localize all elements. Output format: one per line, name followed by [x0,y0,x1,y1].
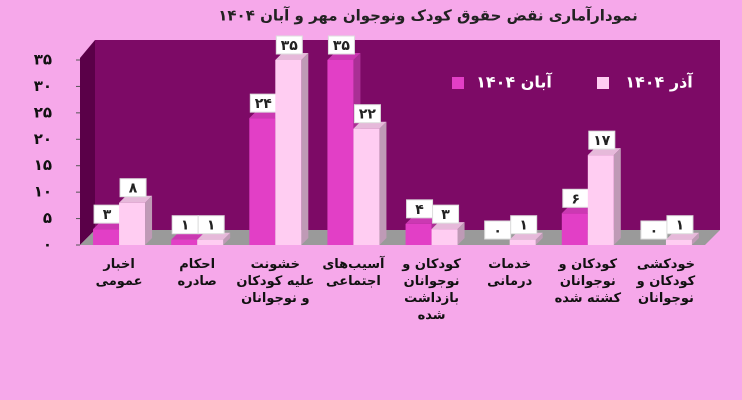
bar-front [119,202,146,245]
legend-swatch [597,77,609,89]
y-tick-label: ۱۵ [34,156,52,174]
bar-side [379,121,387,245]
bar-front [665,239,692,245]
bar [431,222,465,245]
data-label: ۴ [415,202,424,218]
x-tick-label: کودکان و نوجوانان کشته شده [554,257,622,306]
data-label: ۱ [207,218,216,234]
data-label: ۱۷ [593,133,611,149]
bar-side [457,222,465,245]
bar-top [353,121,387,129]
data-label-box [119,178,147,198]
bar-front [93,229,120,245]
floor [80,230,720,245]
bar [197,232,231,245]
data-label-box [666,215,694,235]
bar-side [691,232,699,245]
bar-front [587,155,614,245]
bar-top [119,195,153,203]
bar-top [249,111,283,119]
x-tick-label: اخبار عمومی [95,257,143,289]
data-label: ۱ [676,218,685,234]
data-label-box [510,215,538,235]
bar-front [275,60,302,245]
bar-top [171,232,205,240]
data-label-box [327,35,355,55]
bar-top [509,232,543,240]
data-label: ۳۵ [333,38,351,54]
bar [353,121,387,245]
x-tick-label: کودکان و نوجوانان بازداشت شده [402,257,461,323]
data-label: ۱ [181,218,190,234]
data-label: ۰ [493,223,502,239]
data-label: ۳ [441,207,450,223]
data-label-box [588,130,616,150]
bar-side [223,232,231,245]
bar-front [197,239,224,245]
bar-front [431,229,458,245]
data-label: ۶ [572,191,581,207]
bar [327,53,361,245]
bar-top [93,222,127,230]
bar-top [431,222,465,230]
y-tick-label: ۰ [43,236,52,254]
bar-side [613,148,621,245]
y-tick-label: ۱۰ [34,183,52,201]
data-label-box [275,35,303,55]
bar-front [405,223,432,245]
bar-top [665,232,699,240]
bar-front [327,60,354,245]
y-tick-label: ۲۵ [34,103,52,121]
data-label: ۰ [650,223,659,239]
y-tick-label: ۲۰ [34,130,52,148]
x-tick-label: خودکشی کودکان و نوجوانان [636,257,696,306]
y-tick-label: ۵ [43,209,52,227]
bar-side [145,195,153,245]
x-tick-label: خدمات درمانی [487,257,533,289]
data-label-box [432,204,460,224]
x-tick-label: خشونت علیه کودکان و نوجوانان [236,257,315,306]
x-tick-label: آسیب‌های اجتماعی [322,257,385,289]
y-tick-label: ۳۵ [34,51,52,69]
legend-swatch [452,77,464,89]
data-label: ۳ [103,207,112,223]
bar [509,232,543,245]
data-label: ۸ [129,181,138,197]
bar [587,148,621,245]
legend-label: آذر ۱۴۰۴ [625,72,693,92]
bar-front [249,118,276,245]
bar-front [561,213,588,245]
data-label: ۲۲ [359,107,377,123]
data-label-box [353,104,381,124]
bar-side [535,232,543,245]
data-label: ۳۵ [281,38,299,54]
bar-top [275,53,309,60]
chart-title: نمودارآماری نقض حقوق کودک ونوجوان مهر و … [218,7,637,25]
y-tick-label: ۳۰ [34,77,52,95]
bar-front [509,239,536,245]
bar [119,195,153,245]
bar-top [405,216,439,224]
side-wall [80,40,95,245]
bar-top [587,148,621,156]
bar [275,53,309,245]
bar-top [561,206,595,214]
bar-front [171,239,198,245]
bar [665,232,699,245]
bar-top [327,53,361,60]
data-label-box [197,215,225,235]
bar-side [301,53,309,245]
bar-front [353,128,380,245]
bar-top [197,232,231,240]
data-label: ۱ [519,218,528,234]
data-label: ۲۴ [255,96,273,112]
legend-label: آبان ۱۴۰۴ [476,72,552,92]
x-tick-label: احکام صادره [177,257,217,289]
